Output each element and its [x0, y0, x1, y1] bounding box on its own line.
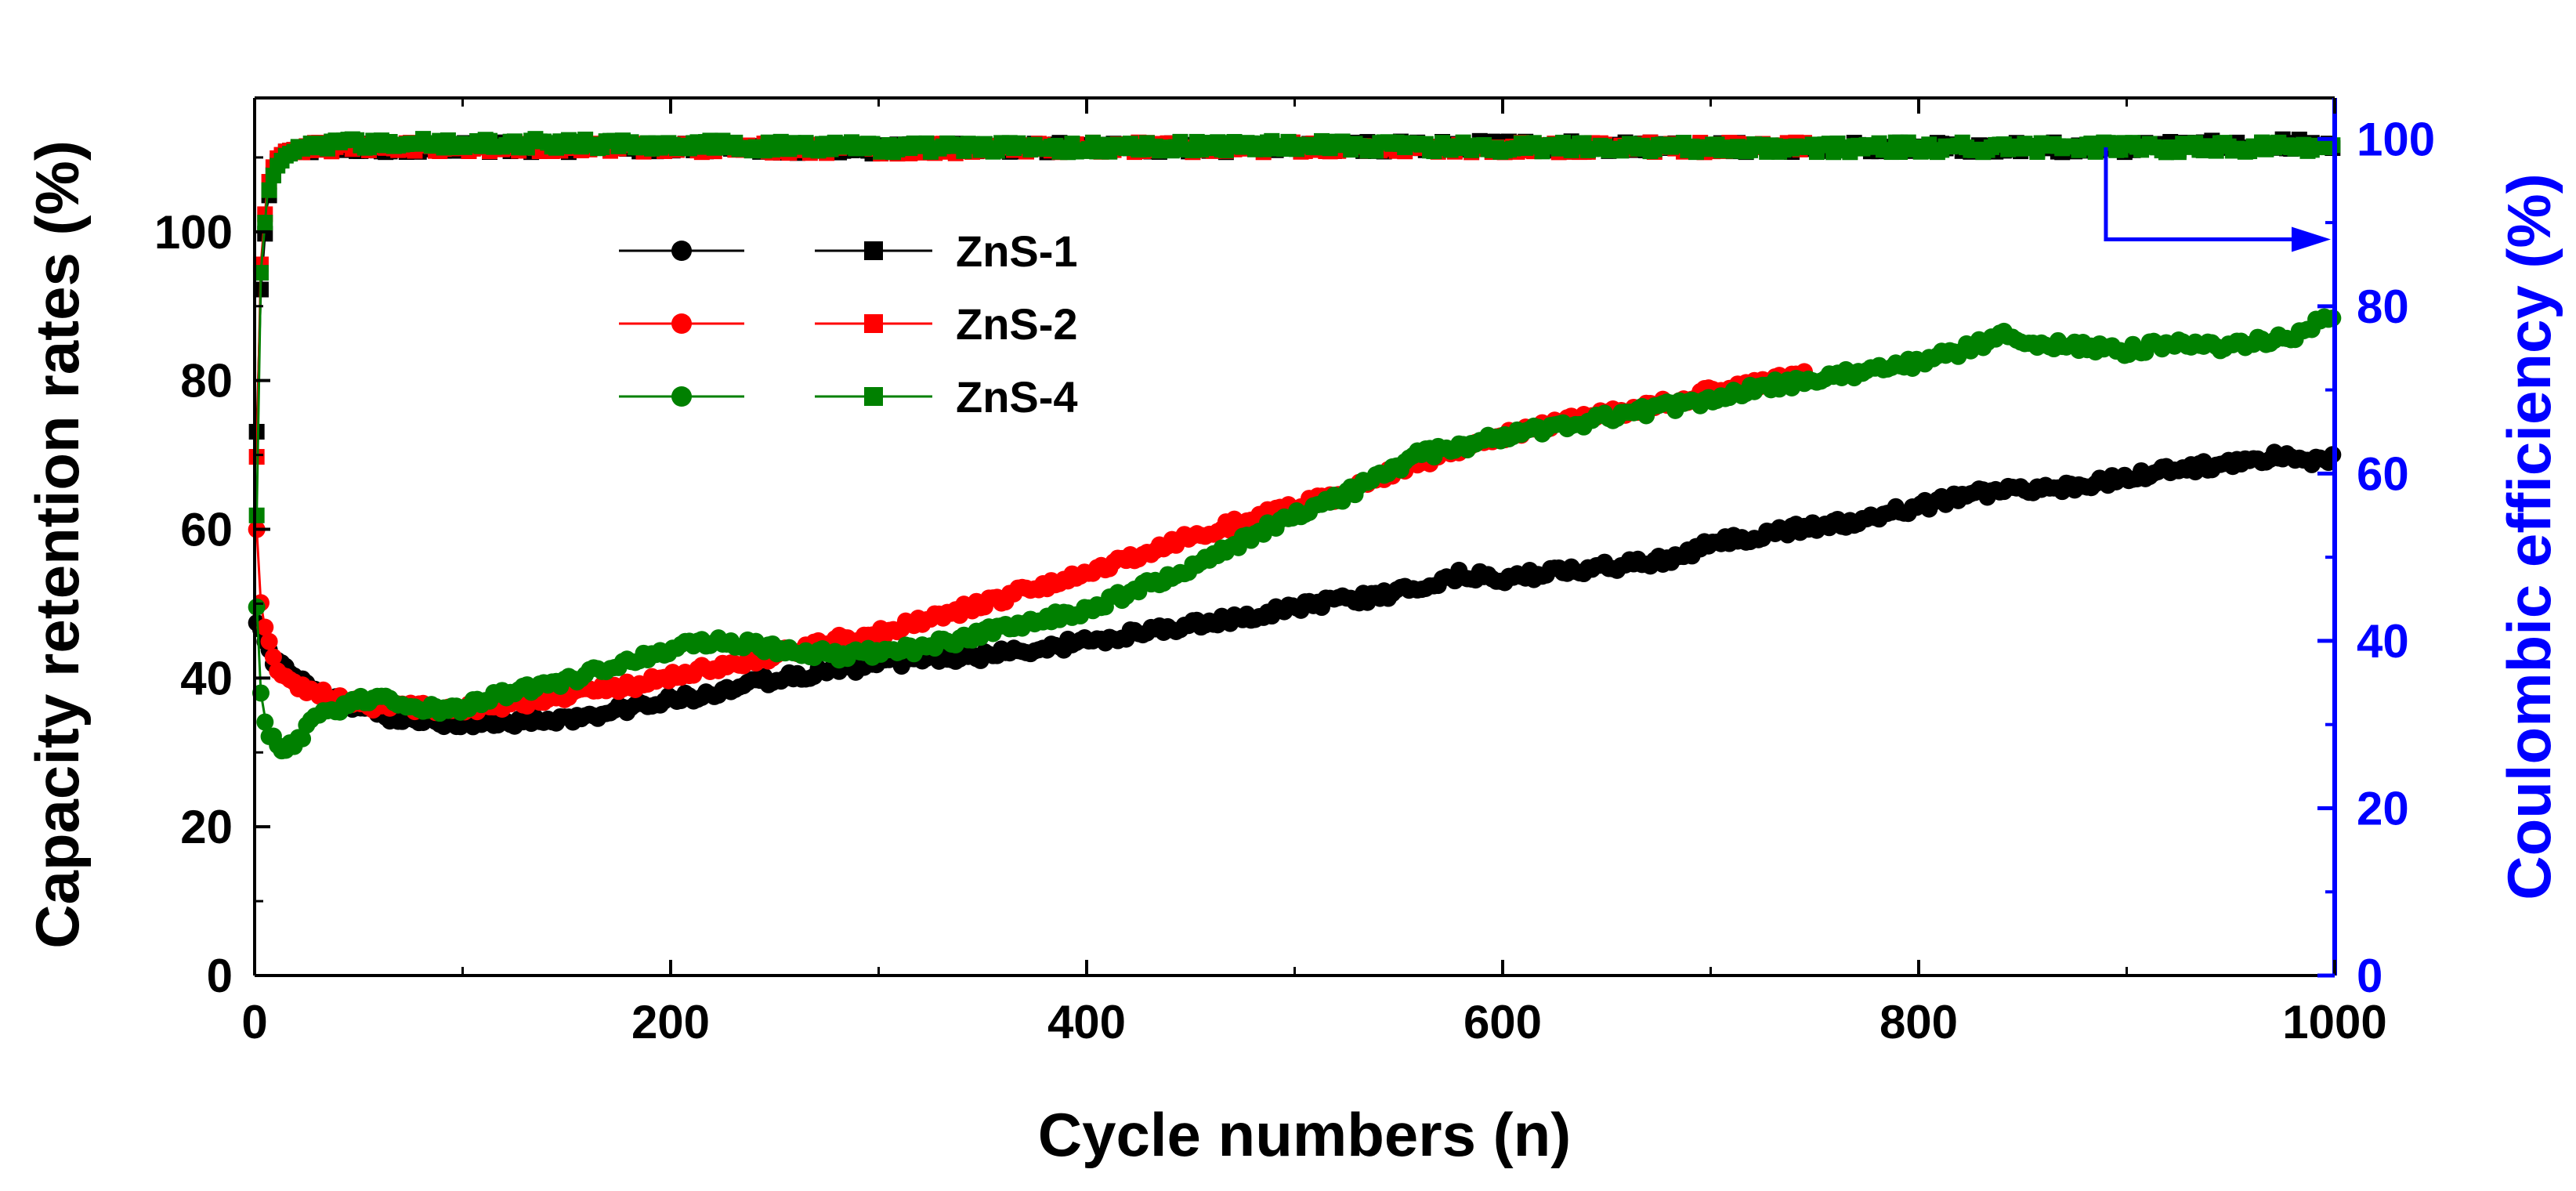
y-axis-title: Capacity retention rates (%): [23, 140, 92, 949]
zns-2-retention-point: [256, 618, 274, 636]
x-axis-title: Cycle numbers (n): [1038, 1100, 1571, 1169]
legend-circle-marker: [671, 313, 692, 334]
x-tick-label: 400: [1047, 996, 1126, 1048]
y2-tick-label: 60: [2357, 447, 2409, 500]
data-marks: [248, 131, 2342, 760]
y2-tick-label: 80: [2357, 281, 2409, 333]
zns-4-efficiency-point: [252, 265, 269, 281]
x-tick-label: 200: [631, 996, 710, 1048]
legend-item-zns-1: ZnS-1: [619, 226, 1078, 276]
zns-2-retention-point: [260, 632, 278, 650]
axes: 0 200 400 600 800 100002040608010002040608010…: [154, 96, 2435, 1048]
x-tick-label: 1000: [2282, 996, 2386, 1048]
zns-4-efficiency-point: [257, 215, 273, 231]
x-tick-label: 800: [1880, 996, 1958, 1048]
zns-4-retention-point: [256, 713, 274, 731]
zns-4-retention-point: [251, 684, 270, 702]
y-tick-label: 0: [207, 950, 233, 1002]
zns-1-efficiency-line: [255, 142, 2335, 433]
legend: ZnS-1 ZnS-2 ZnS-4: [619, 226, 1078, 422]
right-axis-arrowhead: [2292, 226, 2331, 252]
zns-4-efficiency-point: [261, 182, 277, 198]
series-zns-4: [248, 131, 2342, 760]
series-zns-1: [248, 131, 2342, 736]
y2-axis-title: Coulombic efficiency (%): [2495, 173, 2563, 900]
y-tick-label: 60: [180, 504, 233, 556]
legend-circle-marker: [671, 241, 692, 261]
x-tick-label: 600: [1463, 996, 1542, 1048]
y-tick-label: 40: [180, 652, 233, 704]
y2-tick-label: 40: [2357, 615, 2409, 668]
zns-4-retention-point: [248, 598, 266, 616]
zns-2-retention-point: [264, 648, 282, 666]
right-axis-arrow-line: [2104, 147, 2303, 241]
legend-label: ZnS-1: [956, 226, 1078, 276]
legend-square-marker: [864, 241, 883, 260]
y2-tick-label: 100: [2357, 113, 2435, 165]
legend-item-zns-4: ZnS-4: [619, 372, 1078, 422]
legend-circle-marker: [671, 386, 692, 407]
legend-square-marker: [864, 387, 883, 406]
legend-item-zns-2: ZnS-2: [619, 299, 1078, 349]
y-tick-label: 100: [154, 206, 233, 259]
legend-label: ZnS-4: [956, 372, 1078, 422]
legend-square-marker: [864, 314, 883, 333]
y2-tick-label: 20: [2357, 782, 2409, 834]
zns-4-retention-point: [294, 729, 312, 748]
y-tick-label: 20: [180, 801, 233, 853]
y2-tick-label: 0: [2357, 950, 2382, 1002]
y-tick-label: 80: [180, 355, 233, 407]
zns-4-efficiency-point: [248, 507, 265, 523]
x-tick-label: 0: [241, 996, 267, 1048]
legend-label: ZnS-2: [956, 299, 1078, 349]
zns-4-efficiency-line: [255, 142, 2335, 516]
